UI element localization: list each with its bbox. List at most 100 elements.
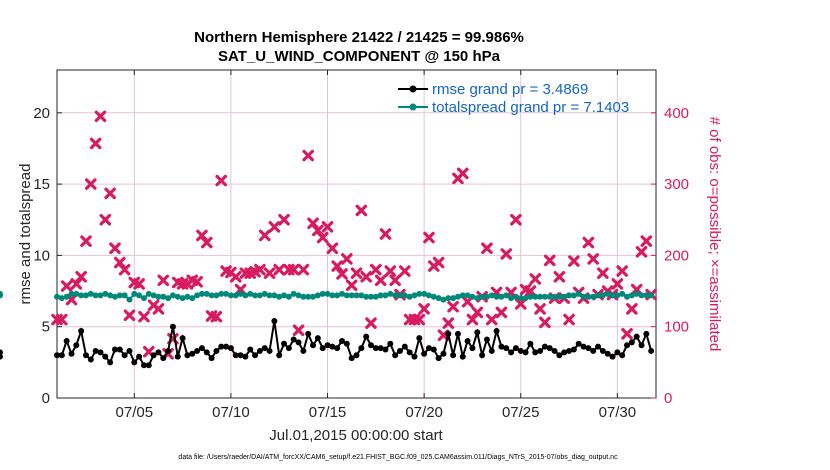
- rmse-point: [643, 330, 650, 337]
- rmse-point: [107, 359, 114, 366]
- obs-assimilated-point: [341, 253, 353, 265]
- rmse-point: [310, 342, 317, 349]
- totalspread-point: [498, 293, 505, 300]
- rmse-point: [58, 352, 65, 359]
- totalspread-point: [382, 292, 389, 299]
- obs-assimilated-point: [534, 303, 546, 315]
- legend-rmse-label: rmse grand pr = 3.4869: [432, 81, 588, 98]
- obs-assimilated-point: [278, 213, 290, 226]
- obs-assimilated-point: [568, 255, 580, 267]
- obs-marks: [53, 110, 657, 360]
- obs-assimilated-point: [254, 263, 266, 276]
- totalspread-point: [140, 295, 147, 302]
- totalspread-point: [189, 295, 196, 302]
- totalspread-point: [184, 293, 191, 300]
- y-axis-right-label: # of obs: o=possible; ×=assimilated: [706, 117, 723, 352]
- totalspread-point: [78, 292, 85, 299]
- rmse-point: [136, 353, 143, 360]
- rmse-point: [546, 345, 553, 352]
- x-tick-label: 07/25: [502, 404, 540, 421]
- rmse-point: [252, 352, 259, 359]
- totalspread-point: [136, 292, 143, 299]
- rmse-point: [276, 352, 283, 359]
- rmse-point: [78, 327, 85, 334]
- obs-assimilated-point: [94, 110, 107, 123]
- rmse-point: [247, 346, 254, 353]
- totalspread-point: [440, 296, 447, 303]
- totalspread-point: [208, 292, 215, 299]
- rmse-point: [498, 343, 505, 350]
- rmse-point: [537, 347, 544, 354]
- totalspread-point: [561, 293, 568, 300]
- rmse-point: [63, 337, 70, 344]
- totalspread-point: [479, 293, 486, 300]
- totalspread-point: [300, 293, 307, 300]
- totalspread-point: [358, 292, 365, 299]
- obs-assimilated-point: [471, 306, 484, 319]
- obs-assimilated-point: [587, 253, 600, 265]
- rmse-point: [575, 340, 582, 347]
- obs-assimilated-point: [399, 265, 411, 277]
- rmse-point: [508, 349, 515, 356]
- legend-rmse-marker: [409, 85, 417, 93]
- totalspread-point: [73, 290, 80, 297]
- y-tick-label: 0: [42, 390, 50, 407]
- totalspread-point: [541, 293, 548, 300]
- x-tick-label: 07/10: [212, 404, 250, 421]
- rmse-point: [633, 333, 640, 340]
- obs-assimilated-point: [481, 242, 493, 255]
- obs-assimilated-point: [118, 263, 131, 276]
- totalspread-point: [411, 292, 418, 299]
- obs-assimilated-point: [379, 228, 392, 240]
- rmse-point: [372, 345, 379, 352]
- obs-assimilated-point: [109, 242, 121, 255]
- obs-assimilated-point: [345, 279, 358, 292]
- totalspread-point: [648, 292, 655, 299]
- rmse-point: [599, 347, 606, 354]
- obs-assimilated-point: [138, 310, 150, 323]
- totalspread-point: [68, 290, 75, 297]
- totalspread-point: [102, 290, 109, 297]
- rmse-point: [227, 345, 234, 352]
- totalspread-point: [145, 290, 152, 297]
- totalspread-point: [363, 293, 370, 300]
- obs-assimilated-point: [514, 298, 527, 310]
- totalspread-point: [256, 292, 263, 299]
- obs-assimilated-point: [56, 313, 68, 326]
- totalspread-point: [126, 296, 133, 303]
- rmse-point: [425, 345, 432, 352]
- obs-assimilated-point: [500, 248, 513, 260]
- totalspread-point: [247, 290, 254, 297]
- rmse-point: [353, 352, 360, 359]
- obs-assimilated-point: [104, 187, 116, 200]
- obs-assimilated-point: [258, 229, 271, 242]
- rmse-point: [237, 352, 244, 359]
- totalspread-point: [483, 293, 490, 300]
- rmse-point: [314, 335, 321, 342]
- rmse-point: [198, 345, 205, 352]
- rmse-point: [131, 359, 138, 366]
- rmse-point: [445, 330, 452, 337]
- obs-assimilated-point: [60, 280, 73, 292]
- totalspread-point: [522, 295, 529, 302]
- obs-assimilated-point: [621, 328, 633, 340]
- rmse-point: [203, 349, 210, 356]
- totalspread-point: [546, 293, 553, 300]
- rmse-point: [232, 352, 239, 359]
- obs-assimilated-point: [123, 309, 136, 322]
- obs-assimilated-point: [543, 254, 556, 267]
- totalspread-point: [406, 293, 413, 300]
- rmse-point: [430, 346, 437, 353]
- totalspread-point: [111, 293, 118, 300]
- rmse-point: [401, 343, 408, 350]
- rmse-point: [329, 343, 336, 350]
- totalspread-point: [285, 293, 292, 300]
- obs-assimilated-point: [529, 273, 542, 285]
- rmse-point: [396, 347, 403, 354]
- rmse-point: [140, 362, 147, 369]
- obs-assimilated-point: [350, 267, 363, 280]
- rmse-point: [638, 342, 645, 349]
- obs-assimilated-point: [70, 278, 83, 290]
- rmse-point: [585, 345, 592, 352]
